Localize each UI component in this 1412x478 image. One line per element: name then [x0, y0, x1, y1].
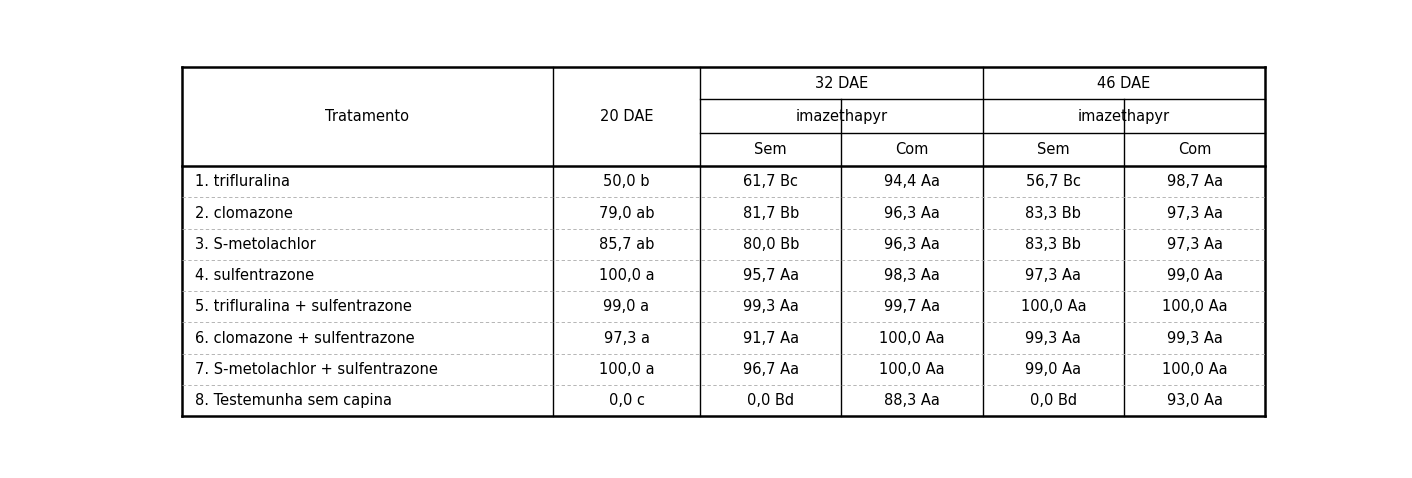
- Text: 61,7 Bc: 61,7 Bc: [743, 174, 798, 189]
- Text: 8. Testemunha sem capina: 8. Testemunha sem capina: [195, 393, 393, 408]
- Text: 83,3 Bb: 83,3 Bb: [1025, 206, 1082, 220]
- Text: 99,0 Aa: 99,0 Aa: [1025, 362, 1082, 377]
- Text: 79,0 ab: 79,0 ab: [599, 206, 654, 220]
- Text: 99,3 Aa: 99,3 Aa: [1166, 331, 1223, 346]
- Text: 97,3 Aa: 97,3 Aa: [1025, 268, 1082, 283]
- Text: 93,0 Aa: 93,0 Aa: [1166, 393, 1223, 408]
- Text: 96,3 Aa: 96,3 Aa: [884, 237, 940, 252]
- Text: 100,0 a: 100,0 a: [599, 268, 654, 283]
- Text: 100,0 a: 100,0 a: [599, 362, 654, 377]
- Text: 96,7 Aa: 96,7 Aa: [743, 362, 799, 377]
- Text: 100,0 Aa: 100,0 Aa: [880, 331, 945, 346]
- Text: 46 DAE: 46 DAE: [1097, 76, 1151, 90]
- Text: 50,0 b: 50,0 b: [603, 174, 650, 189]
- Text: 20 DAE: 20 DAE: [600, 109, 654, 124]
- Text: 80,0 Bb: 80,0 Bb: [743, 237, 799, 252]
- Text: 97,3 Aa: 97,3 Aa: [1166, 237, 1223, 252]
- Text: 100,0 Aa: 100,0 Aa: [1021, 299, 1086, 315]
- Text: 3. S-metolachlor: 3. S-metolachlor: [195, 237, 316, 252]
- Text: Tratamento: Tratamento: [325, 109, 409, 124]
- Text: 6. clomazone + sulfentrazone: 6. clomazone + sulfentrazone: [195, 331, 415, 346]
- Text: 81,7 Bb: 81,7 Bb: [743, 206, 799, 220]
- Text: 56,7 Bc: 56,7 Bc: [1027, 174, 1080, 189]
- Text: 98,7 Aa: 98,7 Aa: [1166, 174, 1223, 189]
- Text: 99,7 Aa: 99,7 Aa: [884, 299, 940, 315]
- Text: 100,0 Aa: 100,0 Aa: [1162, 299, 1227, 315]
- Text: 99,3 Aa: 99,3 Aa: [1025, 331, 1082, 346]
- Text: Com: Com: [895, 142, 929, 157]
- Text: 98,3 Aa: 98,3 Aa: [884, 268, 940, 283]
- Text: Com: Com: [1178, 142, 1211, 157]
- Text: imazethapyr: imazethapyr: [795, 109, 888, 124]
- Text: 0,0 c: 0,0 c: [609, 393, 644, 408]
- Text: 1. trifluralina: 1. trifluralina: [195, 174, 289, 189]
- Text: 32 DAE: 32 DAE: [815, 76, 868, 90]
- Text: Sem: Sem: [754, 142, 786, 157]
- Text: 99,0 a: 99,0 a: [603, 299, 650, 315]
- Text: 7. S-metolachlor + sulfentrazone: 7. S-metolachlor + sulfentrazone: [195, 362, 438, 377]
- Text: 85,7 ab: 85,7 ab: [599, 237, 654, 252]
- Text: 95,7 Aa: 95,7 Aa: [743, 268, 799, 283]
- Text: 91,7 Aa: 91,7 Aa: [743, 331, 799, 346]
- Text: imazethapyr: imazethapyr: [1077, 109, 1171, 124]
- Text: 0,0 Bd: 0,0 Bd: [747, 393, 795, 408]
- Text: 99,3 Aa: 99,3 Aa: [743, 299, 799, 315]
- Text: 5. trifluralina + sulfentrazone: 5. trifluralina + sulfentrazone: [195, 299, 412, 315]
- Text: 88,3 Aa: 88,3 Aa: [884, 393, 940, 408]
- Text: 99,0 Aa: 99,0 Aa: [1166, 268, 1223, 283]
- Text: 0,0 Bd: 0,0 Bd: [1029, 393, 1077, 408]
- Text: 100,0 Aa: 100,0 Aa: [880, 362, 945, 377]
- Text: 83,3 Bb: 83,3 Bb: [1025, 237, 1082, 252]
- Text: 96,3 Aa: 96,3 Aa: [884, 206, 940, 220]
- Text: 97,3 Aa: 97,3 Aa: [1166, 206, 1223, 220]
- Text: 2. clomazone: 2. clomazone: [195, 206, 292, 220]
- Text: 97,3 a: 97,3 a: [603, 331, 650, 346]
- Text: 100,0 Aa: 100,0 Aa: [1162, 362, 1227, 377]
- Text: 94,4 Aa: 94,4 Aa: [884, 174, 940, 189]
- Text: Sem: Sem: [1036, 142, 1070, 157]
- Text: 4. sulfentrazone: 4. sulfentrazone: [195, 268, 315, 283]
